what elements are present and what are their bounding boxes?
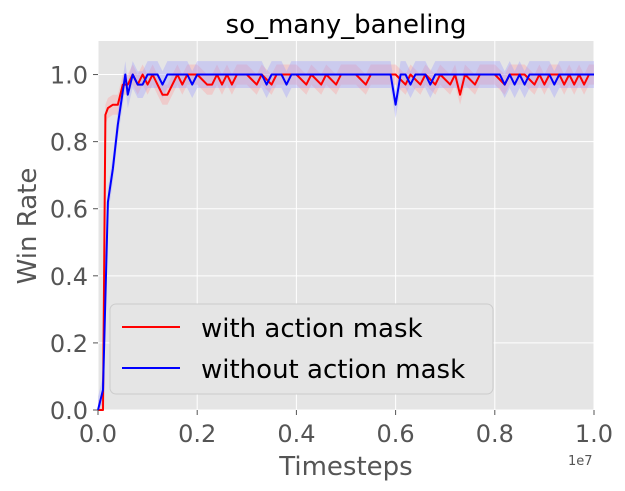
x-tick-label: 1.0 [575,420,613,448]
y-tick-label: 0.6 [50,196,88,224]
y-tick-label: 0.0 [50,397,88,425]
x-offset-label: 1e7 [568,454,593,469]
legend-label-with-mask: with action mask [201,314,423,344]
x-tick-label: 0.8 [476,420,514,448]
x-tick-label: 0.6 [377,420,415,448]
axis-ticks: 0.0 0.2 0.4 0.6 0.8 1.0 0.0 0.2 0.4 0.6 0.8 1.0 [50,62,613,448]
x-axis-title: Timesteps [278,452,412,482]
legend-label-without-mask: without action mask [201,355,465,385]
series-line-0 [98,73,594,411]
y-tick-label: 0.8 [50,129,88,157]
y-tick-label: 0.2 [50,330,88,358]
series-line-1 [97,73,594,411]
x-tick-label: 0.4 [277,420,315,448]
legend-box [109,303,494,395]
y-tick-label: 0.4 [50,263,88,291]
y-axis-title: Win Rate [13,168,43,285]
legend: with action mask without action mask [109,303,494,395]
chart-title: so_many_baneling [226,10,467,40]
x-tick-label: 0.2 [178,420,216,448]
series-lines [97,73,594,411]
x-tick-label: 0.0 [79,420,117,448]
y-tick-label: 1.0 [50,62,88,90]
